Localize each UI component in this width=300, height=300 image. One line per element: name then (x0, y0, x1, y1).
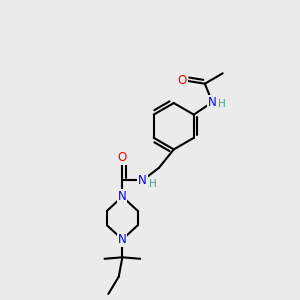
Text: N: N (208, 96, 217, 109)
Text: H: H (218, 99, 226, 109)
Text: N: N (138, 174, 147, 187)
Text: H: H (149, 179, 157, 189)
Text: N: N (118, 190, 127, 203)
Text: N: N (118, 233, 127, 246)
Text: O: O (118, 151, 127, 164)
Text: O: O (178, 74, 187, 87)
